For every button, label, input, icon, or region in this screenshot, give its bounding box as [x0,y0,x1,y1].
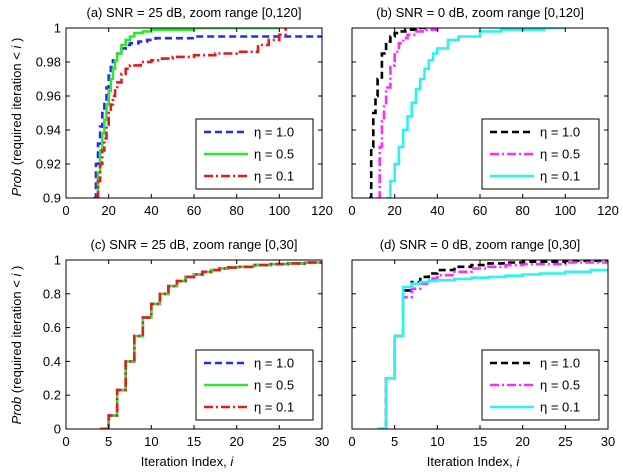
panel-title: (d) SNR = 0 dB, zoom range [0,30] [380,237,581,252]
series-line-2 [95,28,287,198]
x-tick-label: 120 [597,203,619,218]
y-tick-label: 0 [54,422,61,437]
x-tick-label: 25 [272,434,286,449]
x-tick-label: 20 [515,434,529,449]
series-line-2 [377,268,608,429]
panel-3: (d) SNR = 0 dB, zoom range [0,30] 0 5 10 15 2… [348,237,615,449]
legend: η = 1.0 η = 0.5 η = 0.1 [481,349,600,421]
legend-label: η = 0.1 [254,169,294,184]
x-tick-label: 80 [515,203,529,218]
x-tick-label: 60 [187,203,201,218]
series-line-1 [377,28,439,198]
y-tick-label: 0.96 [36,89,61,104]
x-tick-label: 5 [105,434,112,449]
legend: η = 1.0 η = 0.5 η = 0.1 [195,118,314,190]
legend-label: η = 1.0 [540,356,580,371]
x-tick-label: 20 [387,203,401,218]
legend-label: η = 0.5 [540,147,580,162]
panel-title: (a) SNR = 25 dB, zoom range [0,120] [87,5,302,20]
legend-label: η = 0.5 [540,378,580,393]
x-tick-label: 100 [554,203,576,218]
x-tick-label: 0 [348,434,355,449]
series-line-0 [369,28,427,198]
series-group [100,261,322,429]
series-line-2 [100,261,322,429]
legend-box [481,349,600,421]
series-line-0 [93,35,322,198]
x-tick-label: 0 [348,203,355,218]
panel-title: (c) SNR = 25 dB, zoom range [0,30] [90,237,297,252]
x-tick-label: 30 [315,434,329,449]
x-tick-label: 15 [187,434,201,449]
legend: η = 1.0 η = 0.5 η = 0.1 [195,349,314,421]
legend-box [481,118,600,190]
legend-label: η = 1.0 [254,125,294,140]
y-tick-label: 0.4 [43,354,61,369]
legend-label: η = 0.1 [254,400,294,415]
y-axis-label-top: Prob (required iteration < i ) [9,38,24,197]
y-tick-label: 0.9 [43,191,61,206]
x-tick-label: 25 [558,434,572,449]
y-tick-label: 0.92 [36,157,61,172]
panel-0: (a) SNR = 25 dB, zoom range [0,120] 0 20 40… [36,5,333,218]
x-tick-label: 120 [311,203,333,218]
legend: η = 1.0 η = 0.5 η = 0.1 [481,118,600,190]
panel-1: (b) SNR = 0 dB, zoom range [0,120] 0 20 40 6… [348,5,618,218]
x-tick-label: 40 [430,203,444,218]
series-line-1 [95,28,280,198]
x-tick-label: 5 [391,434,398,449]
y-tick-label: 0.94 [36,123,61,138]
x-axis-label-left: Iteration Index, i [141,454,235,469]
y-tick-label: 1 [54,21,61,36]
y-tick-label: 0.6 [43,320,61,335]
legend-label: η = 0.5 [254,378,294,393]
x-tick-label: 20 [229,434,243,449]
x-tick-label: 100 [268,203,290,218]
x-tick-label: 10 [430,434,444,449]
legend-label: η = 1.0 [254,356,294,371]
x-axis-label-right: Iteration Index, i [427,454,521,469]
x-tick-label: 15 [473,434,487,449]
x-tick-label: 80 [229,203,243,218]
x-tick-label: 40 [144,203,158,218]
x-tick-label: 20 [101,203,115,218]
y-tick-label: 0.98 [36,55,61,70]
y-axis-label-bottom: Prob (required iteration < i ) [9,266,24,425]
x-tick-label: 60 [473,203,487,218]
series-group [93,28,322,198]
x-tick-label: 30 [601,434,615,449]
legend-label: η = 1.0 [540,125,580,140]
legend-label: η = 0.1 [540,400,580,415]
legend-label: η = 0.5 [254,147,294,162]
y-tick-label: 1 [54,253,61,268]
legend-label: η = 0.1 [540,169,580,184]
x-tick-label: 0 [62,434,69,449]
x-tick-label: 10 [144,434,158,449]
x-tick-label: 0 [62,203,69,218]
y-tick-label: 0.2 [43,388,61,403]
panel-title: (b) SNR = 0 dB, zoom range [0,120] [376,5,584,20]
y-tick-label: 0.8 [43,286,61,301]
panel-2: (c) SNR = 25 dB, zoom range [0,30]0 5 10 15… [43,237,329,449]
